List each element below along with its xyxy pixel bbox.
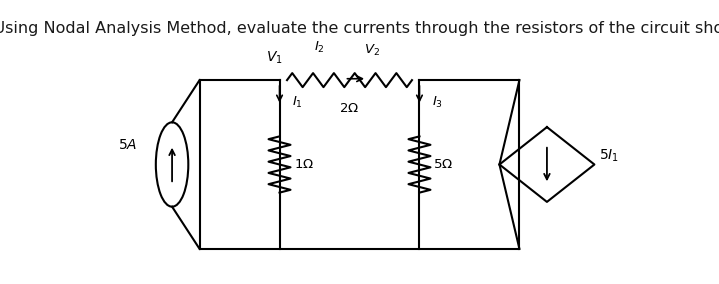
Text: 1. Using Nodal Analysis Method, evaluate the currents through the resistors of t: 1. Using Nodal Analysis Method, evaluate…: [0, 21, 719, 36]
Text: $I_3$: $I_3$: [432, 95, 443, 110]
Text: $I_1$: $I_1$: [292, 95, 303, 110]
Text: $V_1$: $V_1$: [266, 50, 283, 66]
Text: $I_2$: $I_2$: [314, 40, 325, 55]
Text: $V_2$: $V_2$: [364, 43, 380, 58]
Text: $2\Omega$: $2\Omega$: [339, 102, 360, 115]
Text: $1\Omega$: $1\Omega$: [293, 158, 313, 171]
Text: $5\Omega$: $5\Omega$: [434, 158, 454, 171]
Text: $5A$: $5A$: [118, 138, 137, 152]
Text: $5I_1$: $5I_1$: [600, 148, 620, 164]
